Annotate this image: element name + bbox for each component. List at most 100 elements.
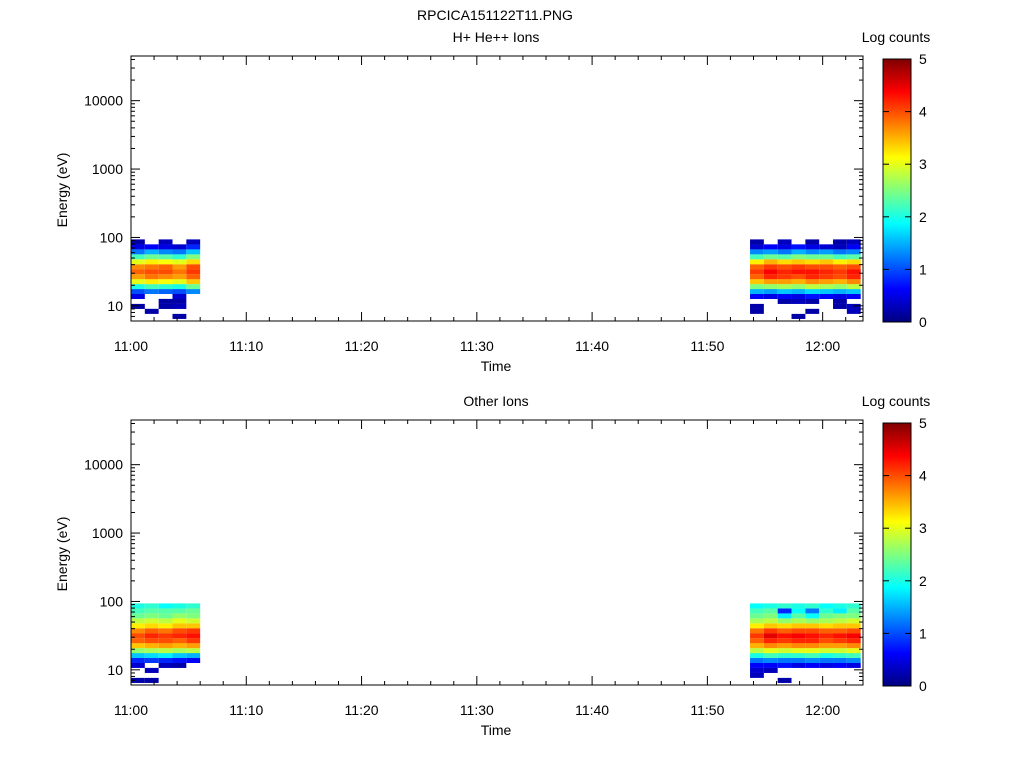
- spectrogram-cell: [172, 274, 187, 280]
- spectrogram-cell: [186, 269, 201, 275]
- spectrogram-cell: [750, 608, 764, 614]
- spectrogram-cell: [750, 672, 764, 678]
- spectrogram-cell: [144, 264, 159, 270]
- spectrogram-cell: [144, 667, 159, 673]
- spectrogram-cell: [131, 643, 145, 649]
- spectrogram-cell: [846, 662, 861, 668]
- spectrogram-cell: [186, 284, 201, 290]
- spectrogram-cell: [172, 284, 187, 290]
- spectrogram-cell: [186, 638, 201, 644]
- spectrogram-cell: [791, 638, 806, 644]
- spectrogram-cell: [819, 613, 834, 619]
- spectrogram-cell: [144, 652, 159, 659]
- spectrogram-cell: [172, 628, 187, 634]
- spectrogram-cell: [791, 628, 806, 634]
- spectrogram-cell: [819, 618, 834, 624]
- spectrogram-cell: [750, 254, 764, 260]
- spectrogram-cell: [777, 269, 792, 275]
- spectrogram-cell: [833, 628, 847, 634]
- y-tick-label: 100: [100, 229, 124, 245]
- spectrogram-cell: [805, 657, 820, 664]
- colorbar-tick-label: 0: [919, 678, 927, 694]
- spectrogram-cell: [805, 623, 820, 629]
- y-axis-label: Energy (eV): [54, 153, 70, 228]
- spectrogram-cell: [805, 608, 820, 614]
- colorbar-ticks: 0 1 2 3 4 5: [883, 415, 927, 694]
- x-tick-label: 11:30: [460, 338, 494, 354]
- spectrogram-cell: [833, 662, 847, 668]
- spectrogram-cell: [172, 254, 187, 260]
- spectrogram-cell: [846, 264, 861, 270]
- spectrogram-cell: [172, 259, 187, 265]
- spectrogram-cell: [791, 274, 806, 280]
- spectrogram-cell: [777, 264, 792, 270]
- spectrogram-cell: [172, 638, 187, 644]
- spectrogram-cell: [131, 638, 145, 644]
- colorbar-tick-label: 4: [919, 104, 927, 120]
- spectrogram-cell: [833, 239, 847, 245]
- spectrogram-cell: [144, 677, 159, 683]
- spectrogram-cell: [791, 269, 806, 275]
- spectrogram-cell: [172, 633, 187, 639]
- spectrogram-cell: [819, 652, 834, 659]
- spectrogram-cell: [791, 298, 806, 304]
- spectrogram-cell: [158, 608, 173, 614]
- x-tick-label: 11:10: [229, 338, 263, 354]
- spectrogram-cell: [158, 249, 173, 255]
- plot-frame: [130, 55, 864, 322]
- spectrogram-cell: [763, 662, 778, 668]
- spectrogram-cell: [777, 274, 792, 280]
- spectrogram-cell: [763, 269, 778, 275]
- spectrogram-cell: [131, 633, 145, 639]
- spectrogram-cell: [750, 628, 764, 634]
- spectrogram-cell: [846, 288, 861, 295]
- spectrogram-cell: [172, 648, 187, 654]
- spectrogram-cell: [791, 657, 806, 664]
- spectrogram-cell: [819, 662, 834, 668]
- spectrogram-cell: [763, 259, 778, 265]
- colorbar-tick-label: 3: [919, 520, 927, 536]
- spectrogram-cell: [172, 249, 187, 255]
- spectrogram-cell: [791, 608, 806, 614]
- spectrogram-cell: [846, 633, 861, 639]
- spectrogram-cell: [750, 633, 764, 639]
- spectrogram-cell: [763, 643, 778, 649]
- spectrogram-cell: [172, 264, 187, 270]
- spectrogram-cell: [186, 648, 201, 654]
- spectrogram-cell: [846, 657, 861, 664]
- spectrogram-cell: [158, 633, 173, 639]
- spectrogram-cell: [144, 618, 159, 624]
- spectrogram-cell: [172, 293, 187, 300]
- spectrogram-cell: [750, 662, 764, 668]
- spectrogram-cell: [819, 279, 834, 285]
- x-tick-label: 11:10: [229, 702, 263, 718]
- spectrogram-cell: [172, 244, 187, 250]
- spectrogram-cell: [846, 269, 861, 275]
- spectrogram-cell: [777, 244, 792, 250]
- spectrogram-cell: [846, 279, 861, 285]
- spectrogram-cell: [777, 254, 792, 260]
- spectrogram-cells: [131, 603, 861, 683]
- spectrogram-cell: [777, 239, 792, 245]
- x-tick-label: 11:40: [575, 338, 609, 354]
- spectrogram-cell: [819, 628, 834, 634]
- spectrogram-cell: [750, 648, 764, 654]
- spectrogram-cell: [186, 652, 201, 659]
- spectrogram-cell: [833, 269, 847, 275]
- spectrogram-cell: [144, 623, 159, 629]
- spectrogram-cell: [158, 638, 173, 644]
- spectrogram-cell: [846, 652, 861, 659]
- spectrogram-cell: [131, 303, 145, 309]
- spectrogram-cell: [833, 298, 847, 304]
- spectrogram-cell: [819, 638, 834, 644]
- spectrogram-cell: [805, 254, 820, 260]
- spectrogram-cell: [833, 274, 847, 280]
- spectrogram-cell: [763, 608, 778, 614]
- spectrogram-cell: [791, 643, 806, 649]
- spectrogram-cell: [750, 274, 764, 280]
- spectrogram-cell: [131, 249, 145, 255]
- spectrogram-cell: [805, 249, 820, 255]
- colorbar-label: Log counts: [862, 393, 931, 409]
- spectrogram-cell: [172, 288, 187, 295]
- x-tick-label: 11:20: [345, 702, 379, 718]
